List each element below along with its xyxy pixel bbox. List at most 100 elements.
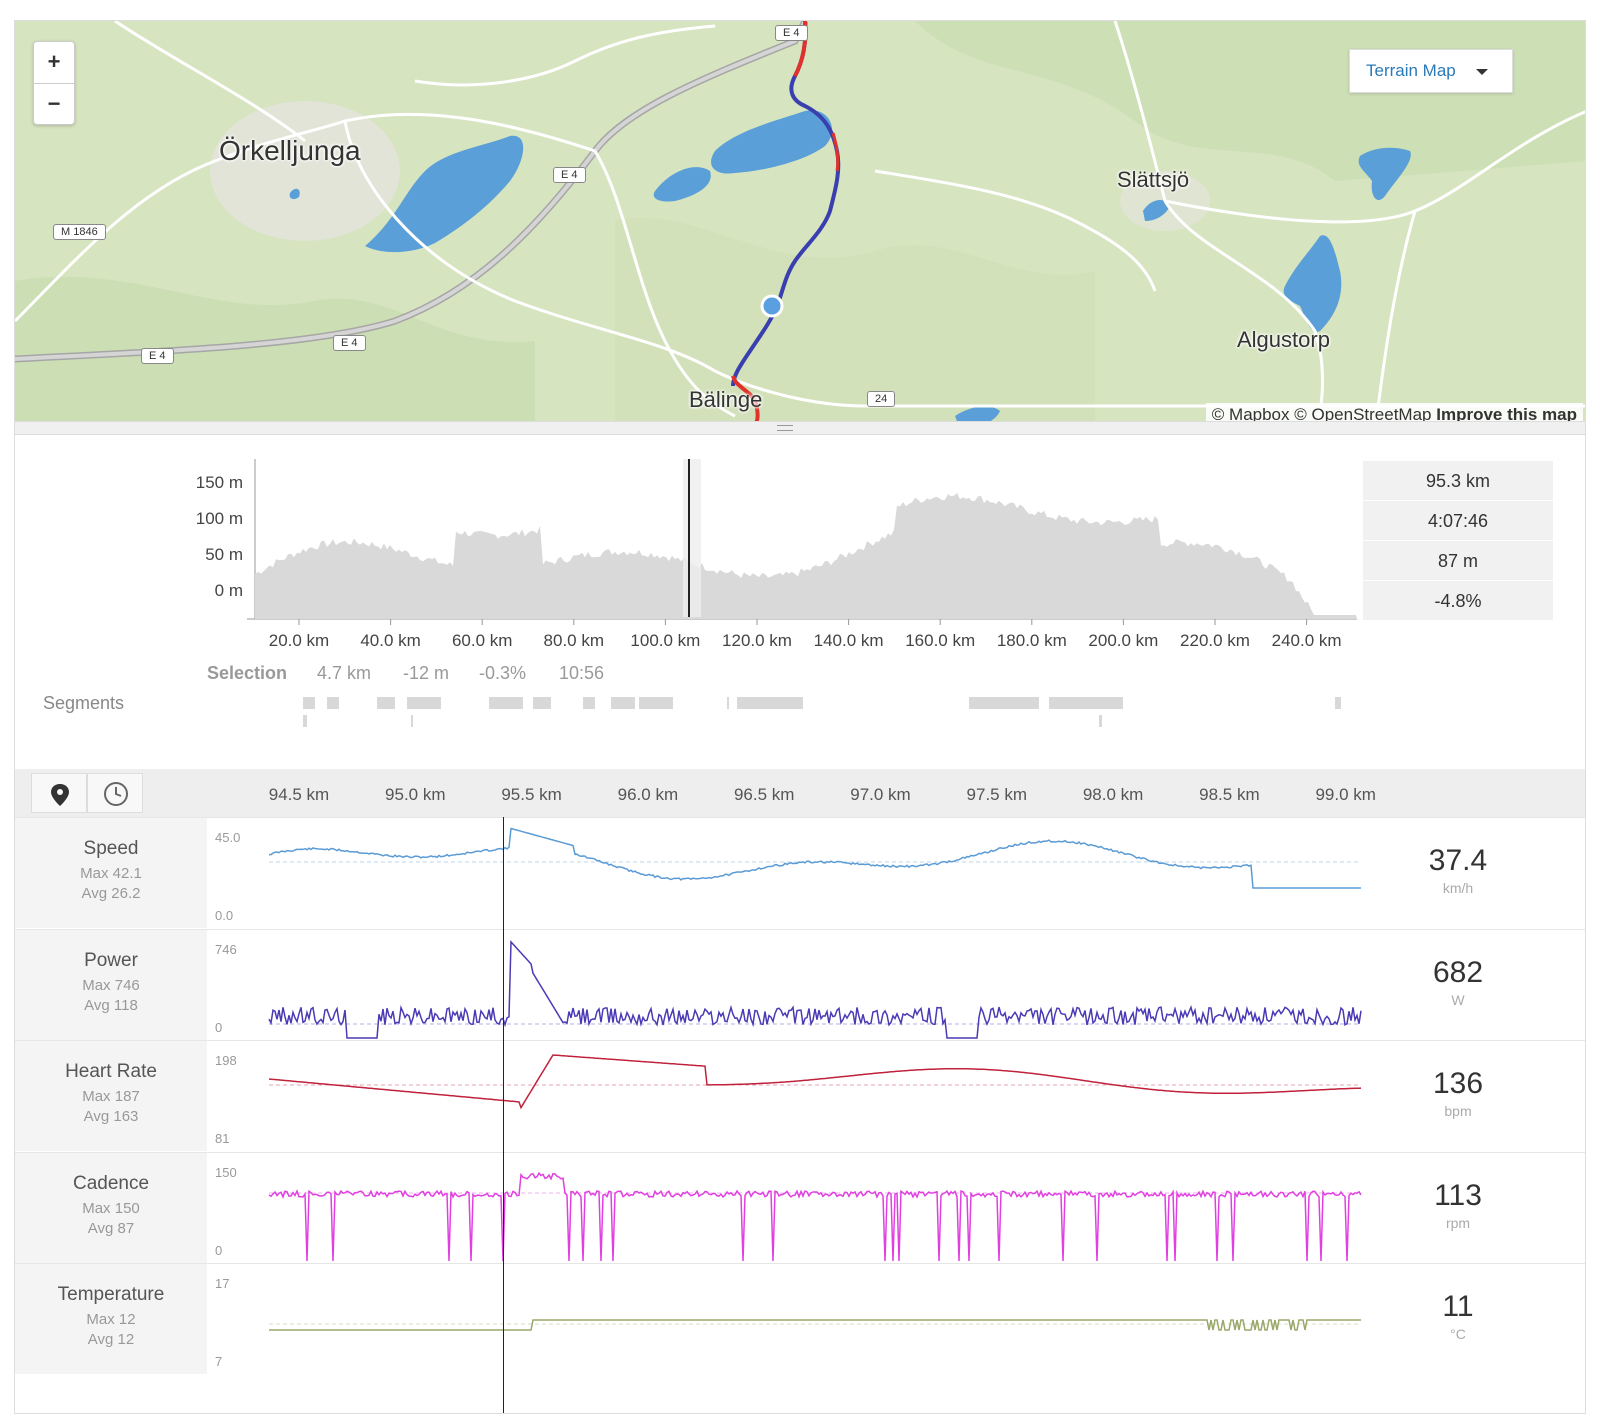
stream-max: Max 42.1 <box>80 865 142 882</box>
stream-avg: Avg 118 <box>84 996 138 1014</box>
segment-bar[interactable] <box>969 697 1039 709</box>
stream-y-max: 45.0 <box>215 830 241 845</box>
stream-label: Heart Rate Max 187 Avg 163 <box>15 1041 207 1151</box>
route-map[interactable]: E 4 E 4 E 4 E 4 M 1846 24 Örkelljunga Sl… <box>15 21 1585 431</box>
stream-chart-heart-rate[interactable] <box>255 1041 1363 1151</box>
stream-max: Max 150 <box>82 1199 140 1217</box>
stream-y-min: 0 <box>215 1019 223 1035</box>
elev-y-tick: 50 m <box>205 545 243 564</box>
stream-row-power[interactable]: Power Max 746 Avg 118 746 0 682 W <box>15 928 1585 1040</box>
stream-value: 37.4 <box>1428 844 1488 877</box>
road-shield-e4: E 4 <box>141 348 174 364</box>
stream-unit: bpm <box>1444 1103 1472 1119</box>
segment-bar[interactable] <box>377 697 395 709</box>
segment-bar[interactable] <box>303 715 307 727</box>
drag-handle-icon <box>777 425 793 431</box>
zoom-control: + − <box>33 41 75 125</box>
place-label-orkelljunga: Örkelljunga <box>219 135 361 166</box>
segment-bar[interactable] <box>303 697 315 709</box>
segment-bar[interactable] <box>327 697 339 709</box>
stream-name: Heart Rate <box>65 1061 157 1082</box>
resize-handle[interactable] <box>15 421 1585 435</box>
stream-line <box>268 939 1362 1039</box>
stream-name: Power <box>84 949 138 971</box>
stream-unit: °C <box>1450 1326 1466 1342</box>
stream-x-tick: 98.0 km <box>1082 785 1144 804</box>
stat-elevation: 87 m <box>1363 541 1553 581</box>
stream-x-tick: 96.5 km <box>733 785 795 804</box>
segment-bar[interactable] <box>489 697 523 709</box>
segment-bar[interactable] <box>1335 697 1341 709</box>
road-shield-m1846: M 1846 <box>53 224 106 240</box>
stream-line <box>268 1171 1362 1261</box>
stream-max: Max 746 <box>82 976 140 994</box>
elevation-chart[interactable] <box>247 459 1365 629</box>
time-view-button[interactable] <box>87 773 143 813</box>
stream-y-min: 81 <box>215 1131 230 1146</box>
segment-bar[interactable] <box>1049 697 1123 709</box>
zoom-in-button[interactable]: + <box>34 42 74 84</box>
elev-x-tick: 200.0 km <box>1088 631 1159 650</box>
stream-name: Temperature <box>57 1284 165 1305</box>
zoom-out-button[interactable]: − <box>47 91 61 116</box>
segment-bar[interactable] <box>639 697 673 709</box>
stream-x-tick: 97.5 km <box>966 785 1028 804</box>
stream-chart-temperature[interactable] <box>255 1264 1363 1374</box>
elevation-stats: 95.3 km 4:07:46 87 m -4.8% <box>1363 461 1553 621</box>
segment-bar[interactable] <box>727 697 729 709</box>
road-shield-e4: E 4 <box>775 25 808 41</box>
stat-grade: -4.8% <box>1363 581 1553 621</box>
stream-chart-power[interactable] <box>255 930 1363 1040</box>
elevation-area <box>255 492 1357 619</box>
elevation-profile: 150 m 100 m 50 m 0 m 20.0 km 40.0 km 60.0 … <box>15 435 1585 771</box>
stream-x-tick: 95.0 km <box>385 785 446 804</box>
stream-y-max: 150 <box>215 1164 237 1180</box>
segment-bar[interactable] <box>533 697 551 709</box>
stream-y-min: 0.0 <box>215 908 234 923</box>
streams-header: 94.5 km 95.0 km 95.5 km 96.0 km 96.5 km 97.0 … <box>15 769 1585 817</box>
stream-row-heart-rate[interactable]: Heart Rate Max 187 Avg 163 198 81 136 bpm <box>15 1040 1585 1151</box>
stream-row-cadence[interactable]: Cadence Max 150 Avg 87 150 0 113 rpm <box>15 1151 1585 1263</box>
caret-down-icon <box>1476 69 1488 75</box>
stream-x-tick: 97.0 km <box>850 785 911 804</box>
stream-value: 136 <box>1432 1067 1484 1100</box>
data-streams: 94.5 km 95.0 km 95.5 km 96.0 km 96.5 km 97.0 … <box>15 769 1585 1413</box>
segment-bar[interactable] <box>1099 715 1102 727</box>
place-label-algustorp: Algustorp <box>1237 327 1330 352</box>
stream-row-temperature[interactable]: Temperature Max 12 Avg 12 17 7 11 °C <box>15 1263 1585 1374</box>
elev-x-tick: 220.0 km <box>1180 631 1250 650</box>
elev-x-tick: 180.0 km <box>996 631 1067 650</box>
stream-value: 682 <box>1432 955 1484 989</box>
stream-row-speed[interactable]: Speed Max 42.1 Avg 26.2 45.0 0.0 37.4 km/h <box>15 817 1585 928</box>
segment-bar[interactable] <box>737 697 803 709</box>
selection-time: 10:56 <box>559 663 605 683</box>
segment-bar[interactable] <box>411 715 413 727</box>
stream-current: 682 W <box>1363 930 1553 1040</box>
stream-label: Speed Max 42.1 Avg 26.2 <box>15 818 207 928</box>
map-type-dropdown[interactable]: Terrain Map <box>1349 49 1513 93</box>
place-label-slattsjo: Slättsjö <box>1117 167 1190 192</box>
segment-bar[interactable] <box>583 697 595 709</box>
attribution-text[interactable]: © Mapbox © OpenStreetMap <box>1211 405 1432 424</box>
stream-name: Cadence <box>72 1172 150 1194</box>
selection-distance: 4.7 km <box>317 663 372 683</box>
stream-y-max: 17 <box>215 1276 230 1291</box>
stream-label: Temperature Max 12 Avg 12 <box>15 1264 207 1374</box>
elev-x-tick: 140.0 km <box>813 631 884 650</box>
stream-chart-cadence[interactable] <box>255 1153 1363 1263</box>
stream-current: 37.4 km/h <box>1363 818 1553 928</box>
selection-label: Selection <box>207 663 288 683</box>
stream-unit: km/h <box>1442 880 1474 896</box>
improve-map-link[interactable]: Improve this map <box>1436 405 1577 424</box>
stream-x-tick: 98.5 km <box>1199 785 1260 804</box>
stream-unit: W <box>1451 991 1465 1008</box>
segment-bar[interactable] <box>407 697 441 709</box>
stream-chart-speed[interactable] <box>255 818 1363 928</box>
elev-x-tick: 20.0 km <box>268 631 330 650</box>
segment-bar[interactable] <box>611 697 635 709</box>
selection-window[interactable] <box>683 459 701 617</box>
road-shield-e4: E 4 <box>553 167 586 183</box>
stream-line <box>269 827 1361 889</box>
stream-avg: Avg 87 <box>87 1219 135 1237</box>
distance-view-button[interactable] <box>31 773 87 813</box>
